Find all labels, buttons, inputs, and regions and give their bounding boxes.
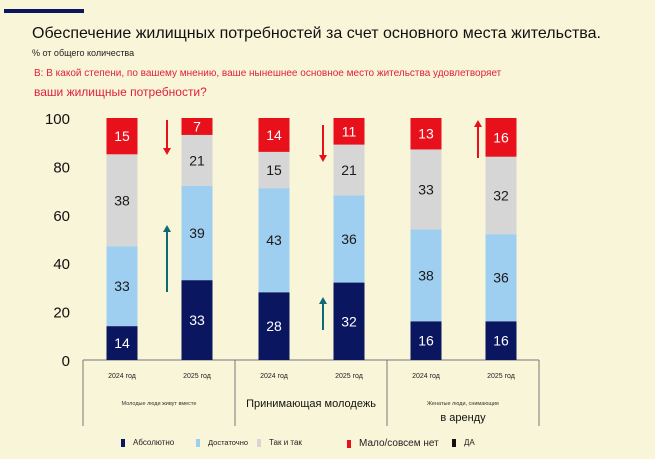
bar-segment-Мало/совсем нет — [485, 118, 517, 157]
chart-title: Обеспечение жилищных потребностей за сче… — [32, 25, 601, 42]
data-label: 14 — [114, 335, 130, 351]
x-tick-label: 2025 год — [487, 373, 515, 380]
data-label: 43 — [266, 232, 282, 248]
arrow-down-head-icon — [319, 155, 327, 162]
data-label: 39 — [189, 225, 205, 241]
legend-swatch — [347, 439, 351, 448]
bar-segment-Абсолютно — [410, 321, 442, 360]
arrow-up-head-icon — [319, 297, 327, 304]
data-label: 32 — [493, 187, 509, 203]
chart-subtitle: % от общего количества — [32, 48, 135, 58]
bar-segment-Достаточно — [106, 246, 138, 327]
legend-label: ДА — [464, 438, 475, 447]
legend-swatch — [452, 438, 456, 447]
legend-item: Мало/совсем нет — [347, 438, 439, 449]
bar-segment-Абсолютно — [106, 326, 138, 360]
bar-segment-Мало/совсем нет — [258, 118, 290, 152]
bar-segment-Достаточно — [258, 188, 290, 293]
data-label: 32 — [341, 313, 357, 329]
y-tick-label: 100 — [45, 111, 70, 128]
legend: Абсолютно Достаточно Так и так Мало/совсем … — [0, 438, 655, 454]
y-tick-label: 60 — [53, 208, 70, 225]
legend-item: Абсолютно — [121, 438, 174, 447]
data-label: 33 — [189, 312, 205, 328]
data-label: 36 — [493, 270, 509, 286]
data-label: 7 — [193, 118, 201, 134]
bar-segment-Мало/совсем нет — [410, 118, 442, 150]
bar-segment-Достаточно — [333, 195, 365, 283]
data-label: 38 — [418, 267, 434, 283]
legend-label: Так и так — [269, 438, 302, 447]
data-label: 16 — [493, 333, 509, 349]
group-label: Молодые люди живут вместе — [122, 401, 197, 407]
x-tick-label: 2024 год — [108, 373, 136, 380]
x-tick-label: 2025 год — [335, 373, 363, 380]
x-tick-label: 2024 год — [412, 373, 440, 380]
legend-label: Мало/совсем нет — [359, 438, 439, 449]
data-label: 38 — [114, 192, 130, 208]
accent-bar — [4, 9, 84, 13]
group-label-line-2: в аренду — [440, 412, 486, 424]
data-label: 33 — [418, 181, 434, 197]
x-tick-label: 2024 год — [260, 373, 288, 380]
arrow-up-head-icon — [163, 225, 171, 232]
bar-segment-Так и так — [258, 151, 290, 189]
bar-segment-Абсолютно — [333, 282, 365, 360]
bar-segment-Мало/совсем нет — [181, 118, 213, 135]
data-label: 13 — [418, 126, 434, 142]
data-label: 28 — [266, 318, 282, 334]
bar-segment-Так и так — [410, 149, 442, 230]
y-tick-label: 0 — [62, 353, 70, 370]
legend-swatch — [257, 438, 261, 447]
bar-segment-Абсолютно — [181, 280, 213, 360]
legend-item: Достаточно — [196, 438, 248, 447]
legend-item: Так и так — [257, 438, 302, 447]
data-label: 33 — [114, 278, 130, 294]
arrow-down-head-icon — [163, 148, 171, 155]
bar-segment-Так и так — [485, 156, 517, 235]
data-label: 36 — [341, 231, 357, 247]
bar-segment-Так и так — [333, 144, 365, 196]
legend-label: Достаточно — [208, 438, 249, 447]
bar-segment-Так и так — [181, 134, 213, 186]
arrow-up-head-icon — [474, 120, 482, 127]
bar-segment-Достаточно — [485, 234, 517, 322]
data-label: 15 — [114, 128, 130, 144]
x-tick-label: 2025 год — [183, 373, 211, 380]
legend-swatch — [196, 438, 200, 447]
data-label: 15 — [266, 162, 282, 178]
data-label: 21 — [341, 162, 357, 178]
bar-segment-Так и так — [106, 154, 138, 247]
bar-segment-Мало/совсем нет — [106, 118, 138, 155]
group-label: Принимающая молодежь — [246, 398, 376, 410]
bar-segment-Мало/совсем нет — [333, 118, 365, 145]
question-line-2: ваши жилищные потребности? — [34, 85, 207, 99]
bar-segment-Абсолютно — [485, 321, 517, 360]
legend-swatch — [121, 438, 125, 447]
legend-label: Абсолютно — [133, 438, 175, 447]
bar-segment-Достаточно — [181, 185, 213, 281]
data-label: 11 — [342, 123, 357, 139]
question-line-1: В: В какой степени, по вашему мнению, ва… — [34, 68, 502, 79]
data-label: 16 — [418, 333, 434, 349]
data-label: 21 — [189, 152, 205, 168]
bar-segment-Абсолютно — [258, 292, 290, 360]
data-label: 16 — [493, 129, 509, 145]
group-label-line-1: Женатые люди, снимающие — [427, 401, 499, 407]
data-label: 14 — [266, 127, 282, 143]
y-tick-label: 20 — [53, 305, 70, 322]
y-tick-label: 80 — [53, 159, 70, 176]
y-tick-label: 40 — [53, 256, 70, 273]
bar-segment-Достаточно — [410, 229, 442, 322]
legend-item: ДА — [452, 438, 475, 447]
